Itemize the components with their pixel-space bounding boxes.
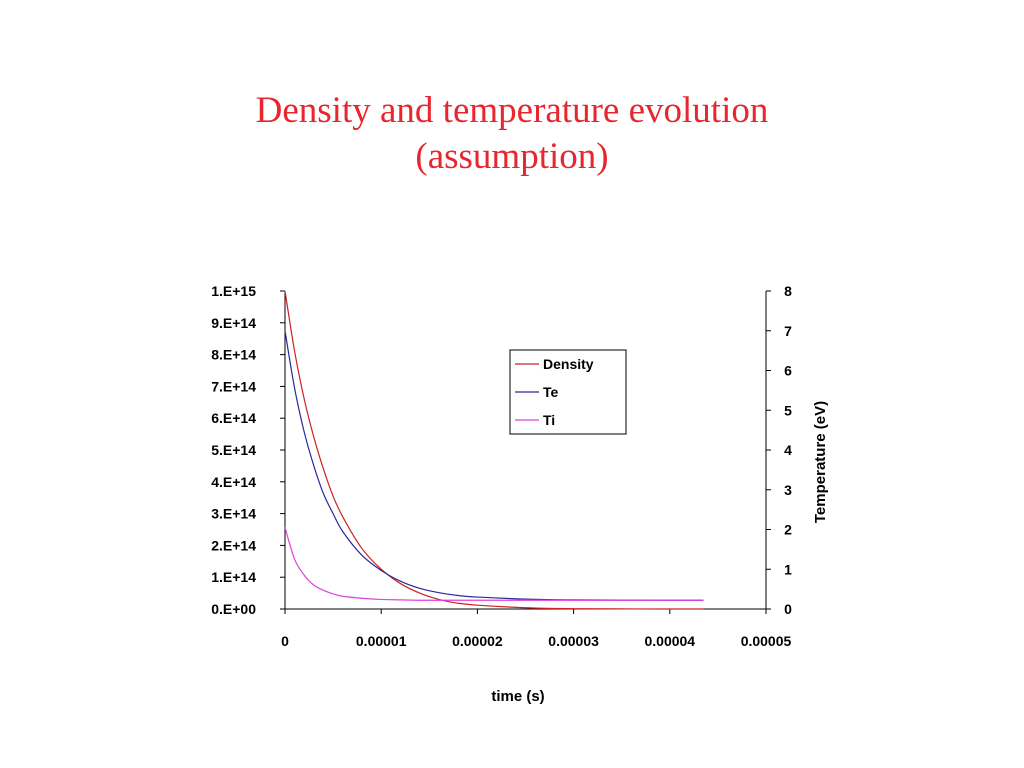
- left-axis-tick-label: 1.E+14: [211, 569, 256, 585]
- series-line-density: [284, 290, 704, 610]
- right-axis-tick-label: 0: [784, 601, 792, 617]
- legend-label: Density: [543, 356, 594, 372]
- right-axis-tick-label: 5: [784, 402, 792, 418]
- right-axis-tick-label: 2: [784, 522, 792, 538]
- right-axis-title: Temperature (eV): [812, 401, 829, 523]
- x-axis-tick-label: 0.00004: [644, 633, 695, 649]
- slide-title-line-1: Density and temperature evolution: [255, 90, 769, 131]
- right-axis-tick-label: 4: [784, 442, 792, 458]
- right-axis-tick-label: 3: [784, 482, 792, 498]
- right-axis-tick-label: 7: [784, 323, 792, 339]
- x-axis-tick-label: 0.00003: [548, 633, 599, 649]
- series-line-te: [284, 330, 704, 601]
- legend-label: Te: [543, 384, 559, 400]
- slide-title-line-2: (assumption): [415, 136, 609, 177]
- x-axis-title: time (s): [491, 688, 544, 705]
- left-axis-tick-label: 8.E+14: [211, 347, 256, 363]
- left-axis-tick-label: 1.E+15: [211, 283, 256, 299]
- left-axis-tick-label: 6.E+14: [211, 410, 256, 426]
- x-axis-tick-label: 0.00002: [452, 633, 503, 649]
- right-axis-tick-label: 6: [784, 363, 792, 379]
- right-axis-tick-label: 1: [784, 561, 792, 577]
- right-axis-tick-label: 8: [784, 283, 792, 299]
- legend-label: Ti: [543, 412, 555, 428]
- left-axis-tick-label: 7.E+14: [211, 378, 256, 394]
- x-axis-tick-label: 0.00001: [356, 633, 407, 649]
- left-axis-tick-label: 3.E+14: [211, 506, 256, 522]
- series-line-ti: [284, 527, 704, 601]
- x-axis-tick-label: 0.00005: [741, 633, 792, 649]
- left-axis-tick-label: 0.E+00: [211, 601, 256, 617]
- left-axis-tick-label: 4.E+14: [211, 474, 256, 490]
- x-axis-tick-label: 0: [281, 633, 289, 649]
- slide-title: Density and temperature evolution (assum…: [0, 88, 1024, 180]
- left-axis-tick-label: 9.E+14: [211, 315, 256, 331]
- left-axis-tick-label: 2.E+14: [211, 537, 256, 553]
- left-axis-tick-label: 5.E+14: [211, 442, 256, 458]
